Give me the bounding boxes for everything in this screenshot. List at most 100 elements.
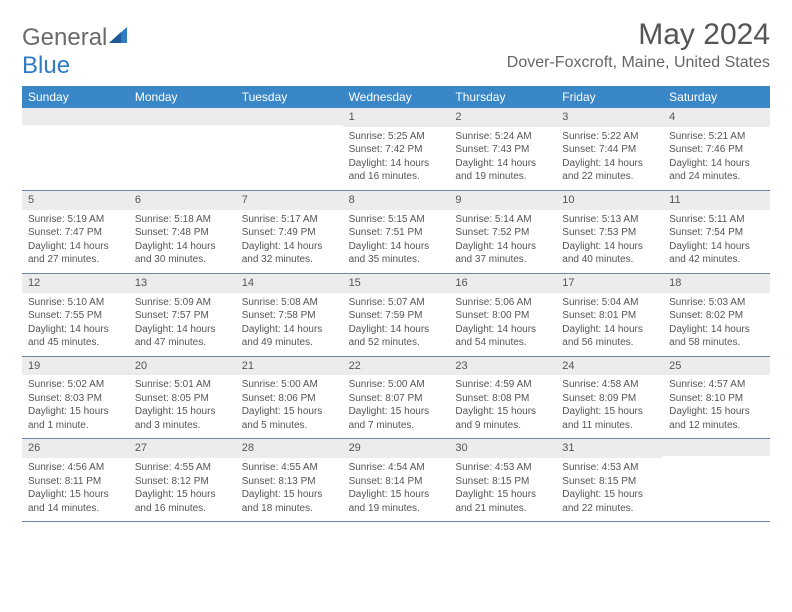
sunset-text: Sunset: 8:08 PM: [455, 392, 550, 406]
header: General Blue May 2024 Dover-Foxcroft, Ma…: [22, 18, 770, 80]
day-number: 3: [556, 108, 663, 127]
day-number: 24: [556, 357, 663, 376]
daylight-text: Daylight: 14 hours: [562, 323, 657, 337]
daylight-text: Daylight: 14 hours: [135, 240, 230, 254]
day-header-mon: Monday: [129, 86, 236, 108]
daylight-text: Daylight: 15 hours: [28, 488, 123, 502]
week-row: 1Sunrise: 5:25 AMSunset: 7:42 PMDaylight…: [22, 108, 770, 191]
sunset-text: Sunset: 8:01 PM: [562, 309, 657, 323]
sunset-text: Sunset: 7:47 PM: [28, 226, 123, 240]
day-number: 6: [129, 191, 236, 210]
calendar-cell: 24Sunrise: 4:58 AMSunset: 8:09 PMDayligh…: [556, 357, 663, 439]
calendar-cell: 23Sunrise: 4:59 AMSunset: 8:08 PMDayligh…: [449, 357, 556, 439]
daylight-text: Daylight: 15 hours: [349, 405, 444, 419]
calendar: Sunday Monday Tuesday Wednesday Thursday…: [22, 86, 770, 522]
day-number: 14: [236, 274, 343, 293]
daylight-text: and 30 minutes.: [135, 253, 230, 267]
sunrise-text: Sunrise: 5:17 AM: [242, 213, 337, 227]
daylight-text: and 16 minutes.: [349, 170, 444, 184]
sunrise-text: Sunrise: 5:25 AM: [349, 130, 444, 144]
sunset-text: Sunset: 8:12 PM: [135, 475, 230, 489]
daylight-text: and 47 minutes.: [135, 336, 230, 350]
sunset-text: Sunset: 7:58 PM: [242, 309, 337, 323]
calendar-cell: 21Sunrise: 5:00 AMSunset: 8:06 PMDayligh…: [236, 357, 343, 439]
logo-word-2: Blue: [22, 52, 70, 79]
calendar-cell: [22, 108, 129, 190]
sunrise-text: Sunrise: 4:53 AM: [455, 461, 550, 475]
sunrise-text: Sunrise: 5:22 AM: [562, 130, 657, 144]
sunset-text: Sunset: 7:53 PM: [562, 226, 657, 240]
daylight-text: Daylight: 15 hours: [669, 405, 764, 419]
calendar-cell: 12Sunrise: 5:10 AMSunset: 7:55 PMDayligh…: [22, 274, 129, 356]
sunset-text: Sunset: 7:57 PM: [135, 309, 230, 323]
day-number: [129, 108, 236, 125]
calendar-cell: 17Sunrise: 5:04 AMSunset: 8:01 PMDayligh…: [556, 274, 663, 356]
calendar-cell: [236, 108, 343, 190]
day-number: 16: [449, 274, 556, 293]
sunset-text: Sunset: 8:13 PM: [242, 475, 337, 489]
daylight-text: and 22 minutes.: [562, 170, 657, 184]
daylight-text: and 12 minutes.: [669, 419, 764, 433]
daylight-text: and 18 minutes.: [242, 502, 337, 516]
sunset-text: Sunset: 7:51 PM: [349, 226, 444, 240]
day-number: 26: [22, 439, 129, 458]
day-number: 2: [449, 108, 556, 127]
daylight-text: and 14 minutes.: [28, 502, 123, 516]
sunrise-text: Sunrise: 4:57 AM: [669, 378, 764, 392]
sunrise-text: Sunrise: 5:01 AM: [135, 378, 230, 392]
daylight-text: Daylight: 14 hours: [28, 240, 123, 254]
day-number: 31: [556, 439, 663, 458]
title-block: May 2024 Dover-Foxcroft, Maine, United S…: [507, 18, 770, 72]
daylight-text: Daylight: 15 hours: [455, 488, 550, 502]
sunrise-text: Sunrise: 5:07 AM: [349, 296, 444, 310]
logo-text: General Blue: [22, 24, 131, 80]
daylight-text: Daylight: 15 hours: [28, 405, 123, 419]
sunrise-text: Sunrise: 5:08 AM: [242, 296, 337, 310]
sunrise-text: Sunrise: 4:56 AM: [28, 461, 123, 475]
day-number: 18: [663, 274, 770, 293]
sunset-text: Sunset: 7:52 PM: [455, 226, 550, 240]
daylight-text: and 22 minutes.: [562, 502, 657, 516]
calendar-cell: 29Sunrise: 4:54 AMSunset: 8:14 PMDayligh…: [343, 439, 450, 521]
day-header-thu: Thursday: [449, 86, 556, 108]
sunset-text: Sunset: 8:10 PM: [669, 392, 764, 406]
calendar-cell: 9Sunrise: 5:14 AMSunset: 7:52 PMDaylight…: [449, 191, 556, 273]
calendar-cell: 26Sunrise: 4:56 AMSunset: 8:11 PMDayligh…: [22, 439, 129, 521]
daylight-text: Daylight: 14 hours: [562, 240, 657, 254]
day-number: 11: [663, 191, 770, 210]
sunrise-text: Sunrise: 5:19 AM: [28, 213, 123, 227]
sunrise-text: Sunrise: 5:04 AM: [562, 296, 657, 310]
week-row: 26Sunrise: 4:56 AMSunset: 8:11 PMDayligh…: [22, 439, 770, 522]
day-number: 27: [129, 439, 236, 458]
sunset-text: Sunset: 7:44 PM: [562, 143, 657, 157]
day-number: 29: [343, 439, 450, 458]
daylight-text: and 11 minutes.: [562, 419, 657, 433]
day-number: 20: [129, 357, 236, 376]
week-row: 5Sunrise: 5:19 AMSunset: 7:47 PMDaylight…: [22, 191, 770, 274]
day-header-wed: Wednesday: [343, 86, 450, 108]
day-number: 23: [449, 357, 556, 376]
daylight-text: Daylight: 14 hours: [669, 157, 764, 171]
daylight-text: Daylight: 14 hours: [242, 240, 337, 254]
location-text: Dover-Foxcroft, Maine, United States: [507, 54, 770, 72]
daylight-text: Daylight: 14 hours: [455, 157, 550, 171]
sunrise-text: Sunrise: 4:55 AM: [242, 461, 337, 475]
daylight-text: and 19 minutes.: [455, 170, 550, 184]
daylight-text: and 5 minutes.: [242, 419, 337, 433]
sunrise-text: Sunrise: 4:58 AM: [562, 378, 657, 392]
sunrise-text: Sunrise: 5:00 AM: [242, 378, 337, 392]
week-row: 19Sunrise: 5:02 AMSunset: 8:03 PMDayligh…: [22, 357, 770, 440]
day-number: 30: [449, 439, 556, 458]
daylight-text: and 27 minutes.: [28, 253, 123, 267]
daylight-text: Daylight: 14 hours: [669, 323, 764, 337]
sunset-text: Sunset: 7:54 PM: [669, 226, 764, 240]
sunrise-text: Sunrise: 5:10 AM: [28, 296, 123, 310]
day-number: 22: [343, 357, 450, 376]
sunset-text: Sunset: 8:03 PM: [28, 392, 123, 406]
daylight-text: and 3 minutes.: [135, 419, 230, 433]
day-number: 8: [343, 191, 450, 210]
sunrise-text: Sunrise: 5:15 AM: [349, 213, 444, 227]
weeks-container: 1Sunrise: 5:25 AMSunset: 7:42 PMDaylight…: [22, 108, 770, 522]
calendar-cell: 1Sunrise: 5:25 AMSunset: 7:42 PMDaylight…: [343, 108, 450, 190]
day-number: 21: [236, 357, 343, 376]
